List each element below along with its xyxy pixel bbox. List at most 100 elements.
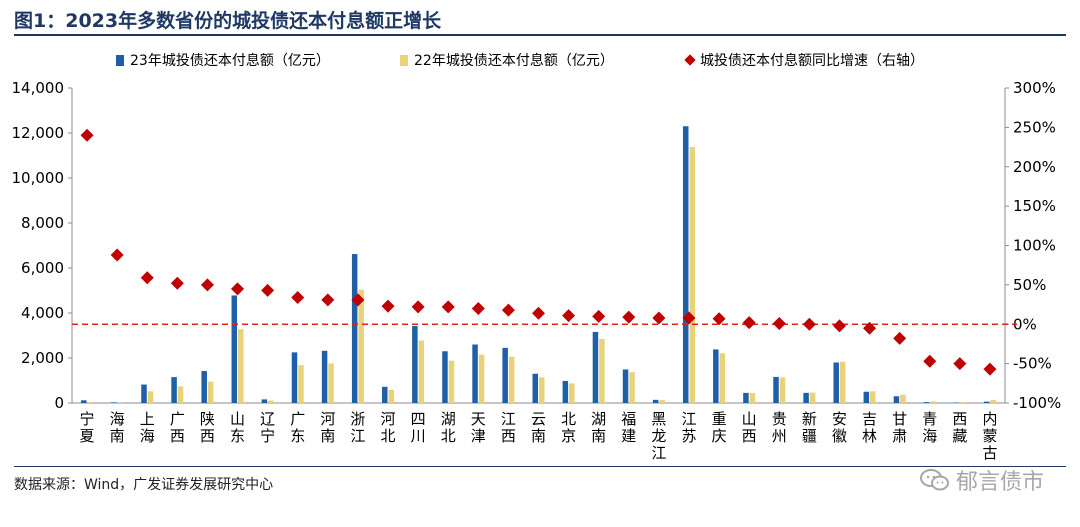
x-tick-label: 黑 <box>651 410 666 428</box>
x-tick-label: 浙 <box>350 410 365 428</box>
x-tick-label: 湖 <box>441 410 456 428</box>
growth-point <box>682 311 696 325</box>
growth-point <box>441 300 455 314</box>
bar-23 <box>592 331 599 403</box>
bar-23 <box>652 399 659 403</box>
bar-23 <box>351 254 358 403</box>
bar-22 <box>418 340 425 403</box>
growth-point <box>832 319 846 333</box>
x-tick-label: 疆 <box>802 427 817 445</box>
bar-22 <box>719 353 726 403</box>
right-tick-label: 300% <box>1013 79 1056 97</box>
bar-22 <box>358 289 364 403</box>
bar-22 <box>659 400 665 403</box>
growth-point <box>140 271 154 285</box>
bar-22 <box>508 356 515 403</box>
bar-22 <box>448 360 455 403</box>
bar-22 <box>960 402 966 403</box>
bar-23 <box>893 396 900 403</box>
bar-23 <box>472 344 478 403</box>
legend-label-22: 22年城投债还本付息额（亿元） <box>414 53 614 69</box>
x-tick-label: 肃 <box>892 427 907 445</box>
x-tick-label: 贵 <box>772 410 787 428</box>
x-tick-label: 四 <box>411 410 426 428</box>
x-tick-label: 上 <box>140 410 155 428</box>
growth-point <box>291 290 305 304</box>
legend-item-23: 23年城投债还本付息额（亿元） <box>116 50 330 70</box>
legend-label-23: 23年城投债还本付息额（亿元） <box>130 53 330 69</box>
growth-point <box>592 309 606 323</box>
growth-point <box>742 316 756 330</box>
x-tick-label: 北 <box>561 410 576 428</box>
growth-point <box>652 311 666 325</box>
x-tick-label: 海 <box>140 427 155 445</box>
right-tick-label: -100% <box>1013 394 1061 412</box>
growth-point <box>471 302 485 315</box>
bar-23 <box>111 402 117 403</box>
growth-point <box>501 303 515 317</box>
x-tick-label: 宁 <box>80 410 95 428</box>
right-tick-label: 150% <box>1013 197 1056 215</box>
left-tick-label: 10,000 <box>12 169 65 187</box>
x-tick-label: 江 <box>501 410 516 428</box>
x-tick-label: 江 <box>651 444 666 462</box>
x-tick-label: 山 <box>742 410 757 428</box>
x-tick-label: 东 <box>230 427 245 445</box>
x-tick-label: 辽 <box>260 410 275 428</box>
x-tick-label: 天 <box>471 410 486 428</box>
x-tick-label: 西 <box>200 427 215 445</box>
watermark-text: 郁言债市 <box>955 470 1044 495</box>
x-tick-label: 津 <box>471 427 486 445</box>
x-tick-label: 北 <box>381 427 396 445</box>
bar-22 <box>238 329 244 403</box>
growth-point <box>110 248 124 262</box>
bar-23 <box>442 351 448 403</box>
left-tick-label: 0 <box>54 394 64 412</box>
growth-point <box>983 362 997 376</box>
bar-23 <box>81 400 87 403</box>
growth-point <box>381 299 395 313</box>
growth-point <box>200 278 214 292</box>
growth-point <box>622 310 636 324</box>
bar-22 <box>207 381 214 403</box>
x-tick-label: 建 <box>621 427 636 445</box>
right-tick-label: 100% <box>1013 237 1056 255</box>
bar-22 <box>930 401 936 403</box>
x-tick-label: 西 <box>952 410 967 428</box>
bar-23 <box>863 391 870 403</box>
growth-point <box>351 293 365 307</box>
legend-swatch-23 <box>116 54 124 66</box>
bar-22 <box>539 377 545 403</box>
source-note: 数据来源：Wind，广发证券发展研究中心 <box>14 477 274 493</box>
x-tick-label: 京 <box>561 427 576 445</box>
x-tick-label: 蒙 <box>982 427 997 445</box>
bar-22 <box>328 363 334 403</box>
x-tick-label: 州 <box>772 427 787 445</box>
x-tick-label: 徽 <box>832 427 847 445</box>
growth-point <box>231 282 245 296</box>
growth-point <box>863 321 877 335</box>
bar-23 <box>682 126 689 403</box>
x-tick-label: 海 <box>110 410 125 428</box>
footer-divider <box>14 466 1066 467</box>
bar-22 <box>900 394 906 403</box>
legend-item-growth: 城投债还本付息额同比增速（右轴） <box>684 50 924 70</box>
right-tick-label: 250% <box>1013 118 1056 136</box>
bar-22 <box>749 393 756 403</box>
chart-legend: 23年城投债还本付息额（亿元） 22年城投债还本付息额（亿元） 城投债还本付息额… <box>0 50 1080 72</box>
legend-item-22: 22年城投债还本付息额（亿元） <box>400 50 614 70</box>
right-tick-label: -50% <box>1013 355 1052 373</box>
left-tick-label: 8,000 <box>21 214 64 232</box>
bar-23 <box>773 376 779 403</box>
x-tick-label: 南 <box>591 427 606 445</box>
right-tick-label: 0% <box>1013 315 1037 333</box>
x-tick-label: 龙 <box>651 427 666 445</box>
growth-point <box>923 354 937 368</box>
bar-22 <box>629 372 635 403</box>
x-tick-label: 夏 <box>80 427 95 445</box>
x-tick-label: 古 <box>982 444 997 462</box>
growth-point <box>532 306 545 320</box>
growth-point <box>772 316 786 330</box>
x-tick-label: 林 <box>862 427 877 445</box>
bar-23 <box>983 401 990 403</box>
